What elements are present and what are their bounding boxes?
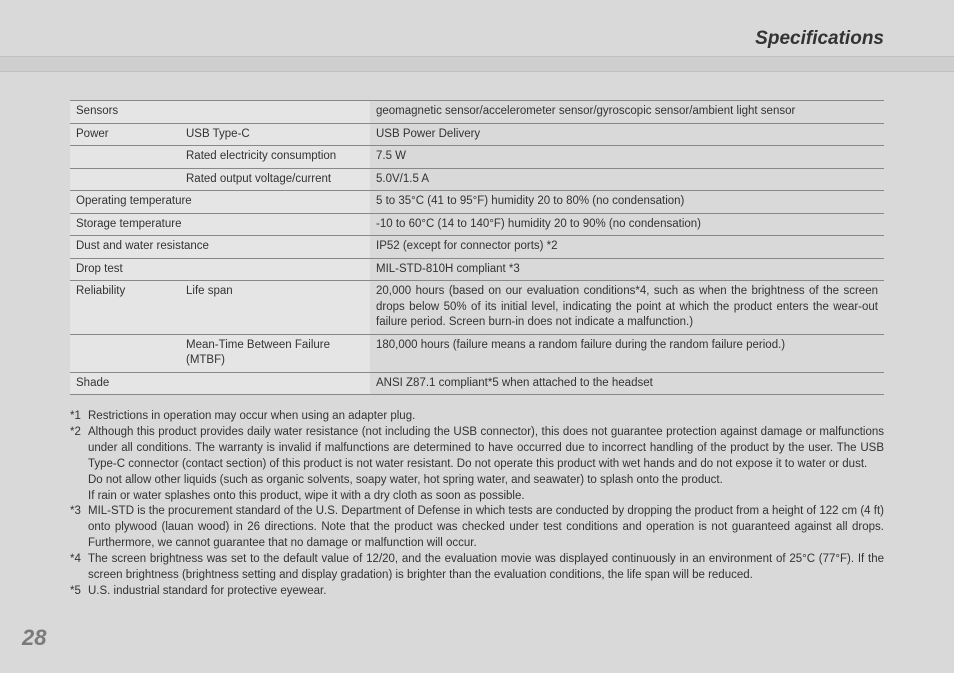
content-area: Sensorsgeomagnetic sensor/accelerometer …: [70, 100, 884, 600]
spec-label: Sensors: [70, 101, 370, 124]
spec-label: Shade: [70, 372, 370, 395]
table-row: Storage temperature-10 to 60°C (14 to 14…: [70, 213, 884, 236]
footnote: Do not allow other liquids (such as orga…: [70, 473, 884, 489]
spec-label: [70, 334, 180, 372]
table-row: Rated output voltage/current5.0V/1.5 A: [70, 168, 884, 191]
table-row: ReliabilityLife span20,000 hours (based …: [70, 281, 884, 335]
spec-value: IP52 (except for connector ports) *2: [370, 236, 884, 259]
footnote-marker: [70, 473, 88, 489]
footnote-marker: *1: [70, 409, 88, 425]
footnote-text: U.S. industrial standard for protective …: [88, 584, 884, 600]
footnote: *1Restrictions in operation may occur wh…: [70, 409, 884, 425]
spec-label: Drop test: [70, 258, 370, 281]
footnote: *3MIL-STD is the procurement standard of…: [70, 504, 884, 552]
footnote: If rain or water splashes onto this prod…: [70, 489, 884, 505]
footnote-marker: *5: [70, 584, 88, 600]
spec-value: MIL-STD-810H compliant *3: [370, 258, 884, 281]
spec-sublabel: Mean-Time Between Failure (MTBF): [180, 334, 370, 372]
spec-value: ANSI Z87.1 compliant*5 when attached to …: [370, 372, 884, 395]
table-row: PowerUSB Type-CUSB Power Delivery: [70, 123, 884, 146]
table-row: ShadeANSI Z87.1 compliant*5 when attache…: [70, 372, 884, 395]
spec-label: [70, 168, 180, 191]
footnote-text: If rain or water splashes onto this prod…: [88, 489, 884, 505]
spec-value: 20,000 hours (based on our evaluation co…: [370, 281, 884, 335]
header-band: [0, 56, 954, 72]
footnote-text: Restrictions in operation may occur when…: [88, 409, 884, 425]
spec-label: Dust and water resistance: [70, 236, 370, 259]
table-row: Rated electricity consumption7.5 W: [70, 146, 884, 169]
footnote-marker: *4: [70, 552, 88, 584]
footnote-text: Do not allow other liquids (such as orga…: [88, 473, 884, 489]
table-row: Operating temperature5 to 35°C (41 to 95…: [70, 191, 884, 214]
spec-value: -10 to 60°C (14 to 140°F) humidity 20 to…: [370, 213, 884, 236]
footnote-text: The screen brightness was set to the def…: [88, 552, 884, 584]
spec-label: Operating temperature: [70, 191, 370, 214]
footnote-text: MIL-STD is the procurement standard of t…: [88, 504, 884, 552]
footnote-marker: *2: [70, 425, 88, 473]
footnote-marker: [70, 489, 88, 505]
table-row: Drop testMIL-STD-810H compliant *3: [70, 258, 884, 281]
spec-label: [70, 146, 180, 169]
spec-value: 7.5 W: [370, 146, 884, 169]
table-row: Mean-Time Between Failure (MTBF)180,000 …: [70, 334, 884, 372]
footnote: *2Although this product provides daily w…: [70, 425, 884, 473]
spec-value: 5.0V/1.5 A: [370, 168, 884, 191]
spec-label: Power: [70, 123, 180, 146]
spec-table: Sensorsgeomagnetic sensor/accelerometer …: [70, 100, 884, 395]
footnote: *5U.S. industrial standard for protectiv…: [70, 584, 884, 600]
spec-sublabel: Life span: [180, 281, 370, 335]
spec-value: geomagnetic sensor/accelerometer sensor/…: [370, 101, 884, 124]
page: Specifications Sensorsgeomagnetic sensor…: [0, 0, 954, 673]
table-row: Sensorsgeomagnetic sensor/accelerometer …: [70, 101, 884, 124]
page-title: Specifications: [755, 28, 884, 50]
spec-label: Storage temperature: [70, 213, 370, 236]
spec-sublabel: Rated electricity consumption: [180, 146, 370, 169]
footnote: *4The screen brightness was set to the d…: [70, 552, 884, 584]
table-row: Dust and water resistanceIP52 (except fo…: [70, 236, 884, 259]
spec-sublabel: USB Type-C: [180, 123, 370, 146]
footnote-text: Although this product provides daily wat…: [88, 425, 884, 473]
footnote-marker: *3: [70, 504, 88, 552]
spec-value: USB Power Delivery: [370, 123, 884, 146]
page-number: 28: [22, 625, 46, 651]
spec-value: 5 to 35°C (41 to 95°F) humidity 20 to 80…: [370, 191, 884, 214]
footnotes: *1Restrictions in operation may occur wh…: [70, 409, 884, 599]
spec-value: 180,000 hours (failure means a random fa…: [370, 334, 884, 372]
spec-sublabel: Rated output voltage/current: [180, 168, 370, 191]
spec-label: Reliability: [70, 281, 180, 335]
